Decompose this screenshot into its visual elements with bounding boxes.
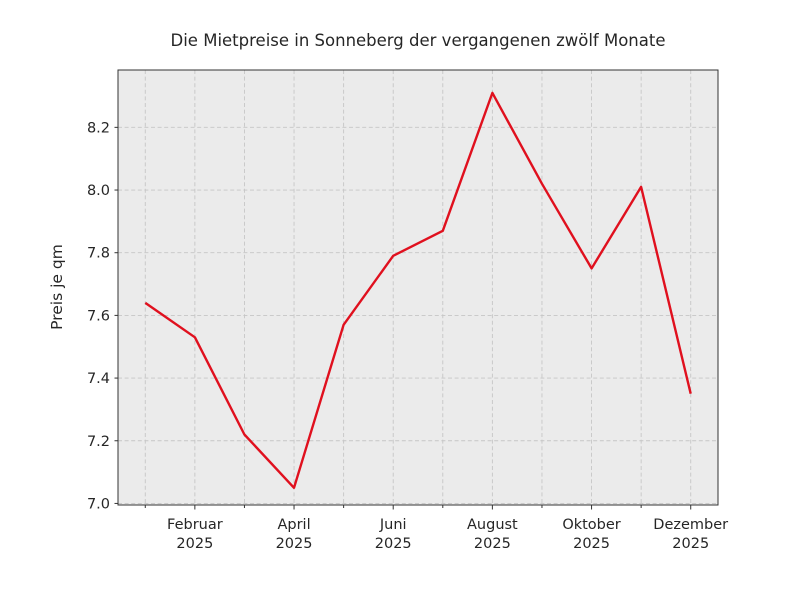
x-tick-label-month: Oktober [562,517,620,533]
gridlines [118,70,718,505]
plot-area [118,70,718,505]
x-tick-label-month: Februar [167,517,223,533]
x-tick-label-year: 2025 [672,536,709,552]
y-tick-label: 7.4 [87,371,110,387]
x-tick-label-year: 2025 [176,536,213,552]
plot-frame [117,69,719,506]
x-tick-labels: Februar 2025 April 2025 Juni 2025 August 2025 Ok… [167,517,728,552]
y-tick-label: 7.2 [87,434,110,450]
x-tick-label-year: 2025 [474,536,511,552]
x-tick-label-month: August [467,517,518,533]
x-tick-label-year: 2025 [276,536,313,552]
data-line-layer [144,91,692,489]
y-tick-label: 7.8 [87,246,110,262]
x-tick-label-month: Dezember [653,517,728,533]
x-tick-label-month: April [277,517,310,533]
chart-title: Die Mietpreise in Sonneberg der vergange… [171,31,666,50]
y-axis-label: Preis je qm [48,244,66,330]
y-tick-labels: 7.0 7.2 7.4 7.6 7.8 8.0 8.2 [87,120,110,512]
y-tick-label: 7.0 [87,496,110,512]
x-tick-label-year: 2025 [573,536,610,552]
y-tick-label: 8.0 [87,183,110,199]
price-line [144,91,692,489]
y-tick-label: 8.2 [87,120,110,136]
x-tick-label-month: Juni [379,517,407,533]
y-tick-label: 7.6 [87,308,110,324]
x-tick-label-year: 2025 [375,536,412,552]
